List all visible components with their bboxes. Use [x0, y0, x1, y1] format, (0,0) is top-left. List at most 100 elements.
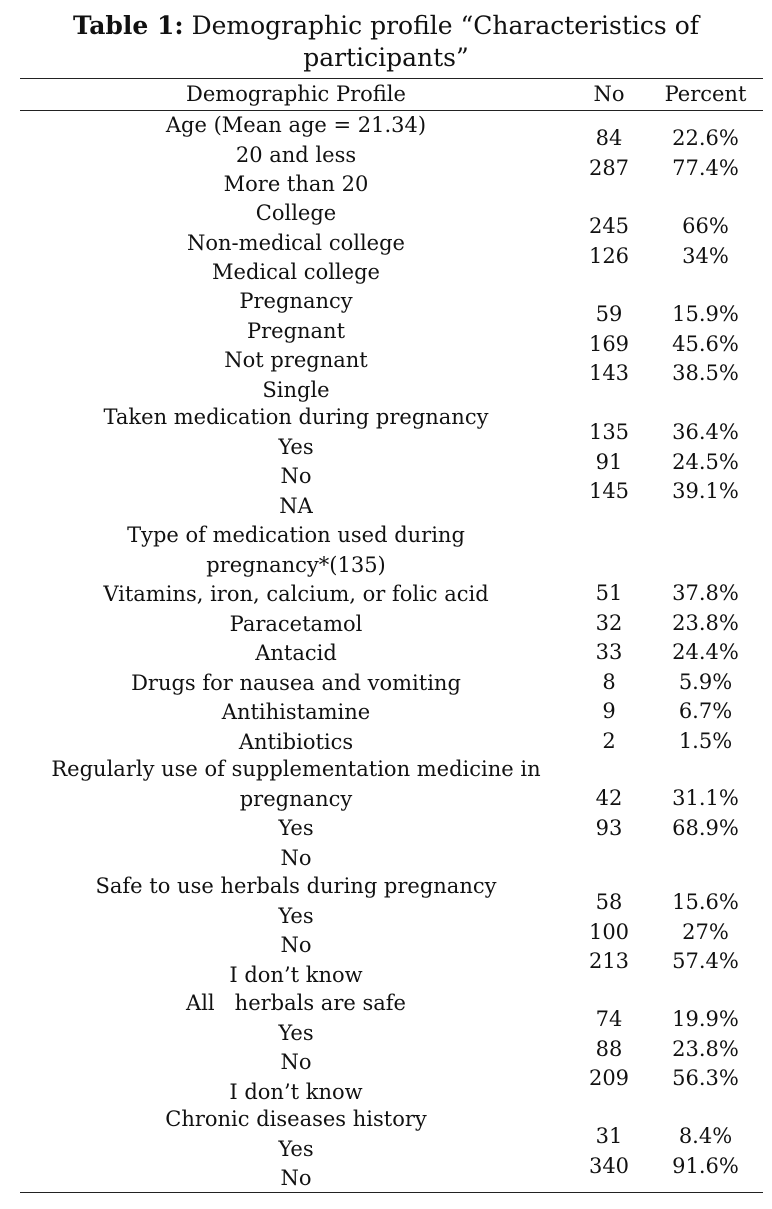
no-value: 126 [588, 243, 630, 268]
profile-category: Yes [278, 1020, 314, 1045]
profile-category: More than 20 [223, 172, 369, 196]
no-value: 209 [588, 1066, 630, 1090]
no-value: 9 [602, 699, 616, 723]
header-rule [20, 110, 763, 111]
percent-value: 6.7% [678, 699, 733, 723]
percent-cell: 36.4% 24.5% 39.1% [648, 418, 763, 507]
no-value: 59 [595, 302, 623, 326]
profile-heading: College [255, 201, 337, 225]
header-no: No [593, 82, 625, 106]
percent-value: 5.9% [678, 669, 733, 694]
percent-value: 1.5% [678, 728, 733, 753]
no-value: 91 [595, 449, 623, 474]
no-value: 74 [595, 1007, 623, 1031]
no-value: 33 [595, 640, 623, 664]
no-cell: 74 88 209 [570, 1005, 648, 1094]
no-value: 51 [595, 581, 623, 605]
percent-cell: 37.8% 23.8% 24.4% 5.9% 6.7% 1.5% [648, 579, 763, 756]
no-cell: 58 100 213 [570, 888, 648, 977]
profile-cell: Taken medication during pregnancy Yes No NA [22, 403, 570, 521]
no-value: 169 [588, 331, 630, 356]
profile-cell: Age (Mean age = 21.34) 20 and less More th… [22, 111, 570, 200]
percent-value: 57.4% [672, 949, 739, 973]
no-value: 135 [588, 420, 630, 444]
percent-cell: 15.9% 45.6% 38.5% [648, 300, 763, 389]
profile-cell: Regularly use of supplementation medicin… [22, 755, 570, 873]
percent-cell: 31.1% 68.9% [648, 784, 763, 843]
no-cell: 42 93 [570, 784, 648, 843]
percent-value: 24.4% [672, 640, 739, 664]
percent-value: 19.9% [672, 1007, 739, 1031]
profile-cell: College Non-medical college Medical colleg… [22, 199, 570, 288]
profile-category: pregnancy [239, 786, 353, 811]
profile-category: Not pregnant [224, 348, 368, 372]
no-value: 84 [595, 126, 623, 150]
profile-heading: Regularly use of supplementation medicin… [51, 757, 541, 781]
no-value: 88 [595, 1036, 623, 1061]
percent-value: 38.5% [672, 361, 739, 385]
profile-category: No [280, 933, 312, 957]
profile-category: Pregnant [246, 318, 346, 343]
profile-category: I don’t know [229, 962, 363, 987]
profile-category: Yes [278, 816, 314, 840]
no-value: 287 [588, 155, 630, 180]
no-value: 58 [595, 890, 623, 914]
profile-heading: Type of medication used during [127, 523, 465, 547]
percent-value: 8.4% [678, 1124, 733, 1148]
profile-category: Drugs for nausea and vomiting [131, 670, 461, 695]
header-demographic-profile: Demographic Profile [186, 82, 406, 106]
no-cell: 135 91 145 [570, 418, 648, 507]
profile-heading: Pregnancy [239, 289, 353, 313]
profile-category: Antihistamine [221, 700, 371, 724]
profile-category: Medical college [212, 260, 380, 284]
percent-value: 45.6% [672, 331, 739, 356]
percent-value: 66% [682, 214, 729, 238]
table-caption-text: Demographic profile “Characteristics of [191, 11, 699, 40]
no-value: 8 [602, 669, 616, 694]
header-percent: Percent [664, 82, 747, 106]
profile-category: Antacid [255, 641, 337, 665]
profile-category: Antibiotics [238, 729, 354, 754]
percent-value: 91.6% [672, 1153, 739, 1178]
no-value: 100 [588, 919, 630, 944]
no-value: 213 [588, 949, 630, 973]
no-cell: 31 340 [570, 1122, 648, 1181]
profile-category: Yes [278, 1136, 314, 1161]
profile-cell: Pregnancy Pregnant Not pregnant Single [22, 287, 570, 405]
percent-cell: 15.6% 27% 57.4% [648, 888, 763, 977]
profile-category: Yes [278, 903, 314, 928]
percent-value: 34% [682, 243, 729, 268]
no-value: 93 [595, 815, 623, 840]
no-value: 145 [588, 479, 630, 503]
percent-value: 77.4% [672, 155, 739, 180]
profile-category: Paracetamol [229, 611, 363, 636]
percent-value: 22.6% [672, 126, 739, 150]
no-cell: 51 32 33 8 9 2 [570, 579, 648, 756]
percent-value: 27% [682, 919, 729, 944]
profile-category: No [280, 1050, 312, 1074]
profile-category: No [280, 464, 312, 488]
profile-category: Yes [278, 434, 314, 459]
profile-cell: Safe to use herbals during pregnancy Yes N… [22, 872, 570, 990]
profile-category: No [280, 1166, 312, 1190]
no-value: 340 [588, 1153, 630, 1178]
table-bottom-rule [20, 1192, 763, 1193]
percent-value: 39.1% [672, 479, 739, 503]
profile-category: I don’t know [229, 1079, 363, 1104]
no-value: 32 [595, 610, 623, 635]
percent-cell: 22.6% 77.4% [648, 124, 763, 183]
profile-heading: Age (Mean age = 21.34) [165, 113, 427, 137]
no-cell: 59 169 143 [570, 300, 648, 389]
percent-value: 15.9% [672, 302, 739, 326]
profile-cell: Chronic diseases history Yes No [22, 1105, 570, 1194]
percent-value: 24.5% [672, 449, 739, 474]
table-caption-text-line2: participants” [303, 43, 469, 72]
table-caption-label: Table 1: [72, 11, 184, 40]
profile-category: pregnancy*(135) [206, 552, 386, 577]
profile-category: No [280, 845, 312, 870]
no-cell: 84 287 [570, 124, 648, 183]
profile-category: Non-medical college [187, 230, 405, 255]
percent-value: 36.4% [672, 420, 739, 444]
percent-cell: 8.4% 91.6% [648, 1122, 763, 1181]
no-value: 2 [602, 728, 616, 753]
